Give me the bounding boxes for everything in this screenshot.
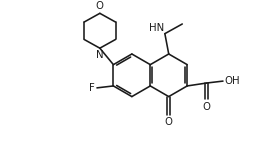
- Text: O: O: [202, 102, 211, 112]
- Text: N: N: [96, 50, 104, 60]
- Text: F: F: [89, 83, 95, 93]
- Text: HN: HN: [149, 23, 164, 33]
- Text: O: O: [165, 117, 173, 127]
- Text: OH: OH: [224, 76, 240, 86]
- Text: O: O: [96, 1, 104, 11]
